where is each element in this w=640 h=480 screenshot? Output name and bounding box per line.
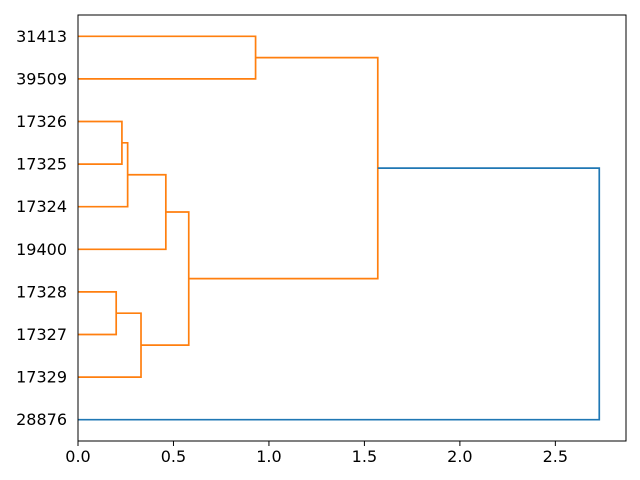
leaf-label-17326: 17326 [16, 112, 67, 131]
dendrogram-link-H [188, 56, 379, 280]
x-tick-label-1.0: 1.0 [256, 447, 281, 466]
dendrogram-link-C [78, 173, 167, 251]
leaf-label-17328: 17328 [16, 282, 67, 301]
dendrogram-link-D [78, 291, 118, 336]
dendrogram-link-E [78, 312, 142, 378]
leaf-label-17324: 17324 [16, 197, 67, 216]
plot-border [77, 14, 627, 442]
x-tick-label-0.5: 0.5 [161, 447, 186, 466]
leaf-label-17329: 17329 [16, 368, 67, 387]
dendrogram-link-B [78, 141, 129, 208]
dendrogram-link-F [141, 211, 190, 346]
leaf-label-19400: 19400 [16, 240, 67, 259]
leaf-label-28876: 28876 [16, 410, 67, 429]
dendrogram-link-A [78, 120, 123, 165]
x-tick-label-2.5: 2.5 [543, 447, 568, 466]
leaf-label-31413: 31413 [16, 27, 67, 46]
dendrogram-link-ROOT [78, 167, 601, 421]
dendrogram-link-G [78, 35, 257, 80]
leaf-label-17327: 17327 [16, 325, 67, 344]
x-tick-label-2.0: 2.0 [447, 447, 472, 466]
leaf-label-17325: 17325 [16, 155, 67, 174]
leaf-label-39509: 39509 [16, 69, 67, 88]
x-tick-label-1.5: 1.5 [352, 447, 377, 466]
x-tick-label-0.0: 0.0 [65, 447, 90, 466]
